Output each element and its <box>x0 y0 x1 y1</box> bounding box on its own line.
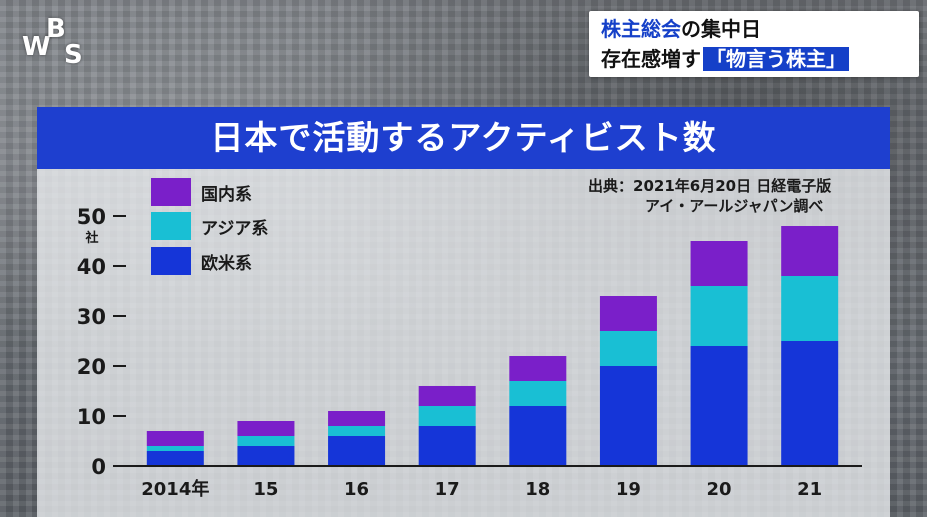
headline-boxed-phrase: 「物言う株主」 <box>703 47 849 71</box>
bar-segment <box>509 406 567 466</box>
legend-label-west: 欧米系 <box>201 253 252 274</box>
bar-segment <box>690 241 748 286</box>
bar-segment <box>599 366 657 466</box>
bar-segment <box>599 296 657 331</box>
y-tick-label: 10 <box>77 405 106 429</box>
x-tick-label: 21 <box>797 479 822 500</box>
bar-segment <box>781 226 839 276</box>
headline-accent: 株主総会 <box>601 17 681 41</box>
bar-segment <box>599 331 657 366</box>
y-tick-label: 30 <box>77 305 106 329</box>
x-tick-label: 19 <box>616 479 641 500</box>
bar-segment <box>146 446 204 451</box>
x-tick-label: 20 <box>707 479 732 500</box>
news-headline: 株主総会の集中日 存在感増す 「物言う株主」 <box>589 11 919 77</box>
bar-segment <box>237 421 295 436</box>
logo-letter-b: B <box>46 14 66 44</box>
source-line-2: アイ・アールジャパン調べ <box>645 197 824 215</box>
chart-title: 日本で活動するアクティビスト数 <box>37 107 890 169</box>
bar-segment <box>328 411 386 426</box>
wbs-logo: W B S <box>20 14 90 74</box>
y-tick-label: 40 <box>77 255 106 279</box>
bar-segment <box>690 286 748 346</box>
x-tick-label: 17 <box>435 479 460 500</box>
y-tick-label: 0 <box>91 455 106 479</box>
y-axis-unit-label: 社 <box>84 230 98 246</box>
x-tick-label: 15 <box>253 479 278 500</box>
bar-segment <box>781 276 839 341</box>
x-tick-label: 2014年 <box>141 478 209 500</box>
x-tick-label: 16 <box>344 479 369 500</box>
bar-segment <box>328 426 386 436</box>
headline-line-1: 株主総会の集中日 <box>601 14 919 44</box>
legend-label-asia: アジア系 <box>201 218 269 239</box>
bar-segment <box>418 426 476 466</box>
source-note: 出典：2021年6月20日 日経電子版 アイ・アールジャパン調べ <box>588 176 888 216</box>
headline-line2-plain: 存在感増す <box>601 47 701 71</box>
logo-letter-s: S <box>64 40 83 70</box>
y-tick-label: 50 <box>77 205 106 229</box>
bar-segment <box>509 381 567 406</box>
bar-segment <box>328 436 386 466</box>
bar-segment <box>418 406 476 426</box>
headline-line1-rest: の集中日 <box>681 17 761 41</box>
x-tick-label: 18 <box>525 479 550 500</box>
legend-item-domestic: 国内系 <box>151 177 252 207</box>
source-label: 出典： <box>588 177 634 195</box>
legend-label-domestic: 国内系 <box>201 184 252 205</box>
legend-swatch-asia <box>151 212 191 240</box>
source-line-1: 2021年6月20日 日経電子版 <box>633 177 832 195</box>
bar-segment <box>690 346 748 466</box>
logo-letter-w: W <box>22 32 51 62</box>
legend-swatch-west <box>151 247 191 275</box>
bar-segment <box>146 451 204 466</box>
y-tick-label: 20 <box>77 355 106 379</box>
bar-segment <box>418 386 476 406</box>
bar-segment <box>509 356 567 381</box>
bar-segment <box>781 341 839 466</box>
bar-segment <box>146 431 204 446</box>
bar-segment <box>237 436 295 446</box>
legend-item-asia: アジア系 <box>151 211 268 241</box>
legend-item-west: 欧米系 <box>151 246 252 276</box>
bar-segment <box>237 446 295 466</box>
legend-swatch-domestic <box>151 178 191 206</box>
headline-line-2: 存在感増す 「物言う株主」 <box>601 44 919 74</box>
